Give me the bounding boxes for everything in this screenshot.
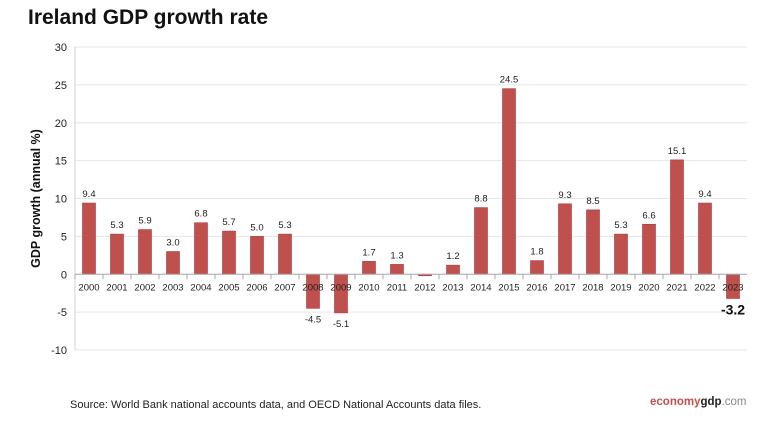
data-label: 5.9 xyxy=(138,216,151,227)
data-label: 24.5 xyxy=(500,75,519,86)
data-label: 9.4 xyxy=(82,189,95,200)
x-tick-label: 2013 xyxy=(442,282,463,293)
bar-2006 xyxy=(250,236,264,275)
data-label: 5.3 xyxy=(110,220,123,231)
data-label: 8.8 xyxy=(474,194,487,205)
bar-2005 xyxy=(222,230,236,275)
bar-2009 xyxy=(334,273,348,314)
y-axis-label: GDP growth (annual %) xyxy=(29,129,43,268)
bar-2019 xyxy=(614,233,628,275)
x-tick-label: 2019 xyxy=(610,282,631,293)
bar-2000 xyxy=(82,202,96,275)
x-tick-label: 2007 xyxy=(274,282,295,293)
x-tick-label: 2001 xyxy=(106,282,127,293)
data-label: 15.1 xyxy=(668,146,687,157)
bar-2021 xyxy=(670,159,684,275)
bar-2016 xyxy=(530,260,544,275)
x-tick-label: 2010 xyxy=(358,282,379,293)
bar-2017 xyxy=(558,203,572,275)
data-label: 6.6 xyxy=(642,210,655,221)
x-tick-label: 2009 xyxy=(330,282,351,293)
brand-logo: economygdp.com xyxy=(650,396,747,408)
data-label: 1.2 xyxy=(446,251,459,262)
data-label: 1.7 xyxy=(362,247,375,258)
x-tick-label: 2021 xyxy=(666,282,687,293)
data-label: -5.1 xyxy=(333,319,349,330)
y-tick-label: 25 xyxy=(55,80,67,92)
chart-title: Ireland GDP growth rate xyxy=(28,6,268,29)
x-tick-label: 2014 xyxy=(470,282,491,293)
data-label: 5.3 xyxy=(278,220,291,231)
bar-2010 xyxy=(362,261,376,275)
bar-2018 xyxy=(586,209,600,275)
bar-2015 xyxy=(502,88,516,275)
x-tick-label: 2011 xyxy=(387,282,407,293)
bar-2013 xyxy=(446,264,460,275)
x-tick-label: 2020 xyxy=(638,282,659,293)
x-tick-label: 2016 xyxy=(526,282,547,293)
y-tick-label: 30 xyxy=(55,42,67,54)
data-label: 8.5 xyxy=(586,196,599,207)
data-label: -4.5 xyxy=(305,314,321,325)
y-tick-label: 15 xyxy=(55,156,67,168)
x-tick-label: 2006 xyxy=(246,282,267,293)
y-tick-label: 0 xyxy=(61,269,67,281)
data-label: 3.0 xyxy=(166,238,179,249)
data-label: 9.4 xyxy=(698,189,711,200)
bar-2001 xyxy=(110,233,124,275)
x-tick-label: 2023 xyxy=(722,282,743,293)
x-tick-label: 2022 xyxy=(694,282,715,293)
bar-2004 xyxy=(194,222,208,275)
bar-2020 xyxy=(642,223,656,275)
data-label: -3.2 xyxy=(721,301,745,317)
x-tick-label: 2005 xyxy=(218,282,239,293)
bar-2002 xyxy=(138,229,152,275)
x-tick-label: 2012 xyxy=(414,282,435,293)
y-tick-label: 5 xyxy=(61,231,67,243)
y-tick-label: 20 xyxy=(55,118,67,130)
x-tick-label: 2002 xyxy=(134,282,155,293)
x-tick-label: 2000 xyxy=(78,282,99,293)
y-tick-label: -5 xyxy=(57,307,67,319)
data-label: 1.3 xyxy=(390,250,403,261)
x-tick-label: 2004 xyxy=(190,282,211,293)
data-label: 6.8 xyxy=(194,209,207,220)
data-label: 5.3 xyxy=(614,220,627,231)
bar-2003 xyxy=(166,251,180,275)
y-tick-label: -10 xyxy=(51,345,67,357)
x-tick-label: 2015 xyxy=(498,282,519,293)
x-tick-label: 2008 xyxy=(302,282,323,293)
data-label: 5.0 xyxy=(250,222,263,233)
source-note: Source: World Bank national accounts dat… xyxy=(70,399,482,411)
data-label: 1.8 xyxy=(530,247,543,258)
data-label: 9.3 xyxy=(558,190,571,201)
x-tick-label: 2017 xyxy=(554,282,575,293)
bar-2011 xyxy=(390,264,404,275)
x-tick-label: 2003 xyxy=(162,282,183,293)
bar-2022 xyxy=(698,202,712,275)
bar-2014 xyxy=(474,207,488,275)
data-label: 5.7 xyxy=(222,217,235,228)
y-tick-label: 10 xyxy=(55,194,67,206)
bar-2007 xyxy=(278,233,292,275)
x-tick-label: 2018 xyxy=(582,282,603,293)
